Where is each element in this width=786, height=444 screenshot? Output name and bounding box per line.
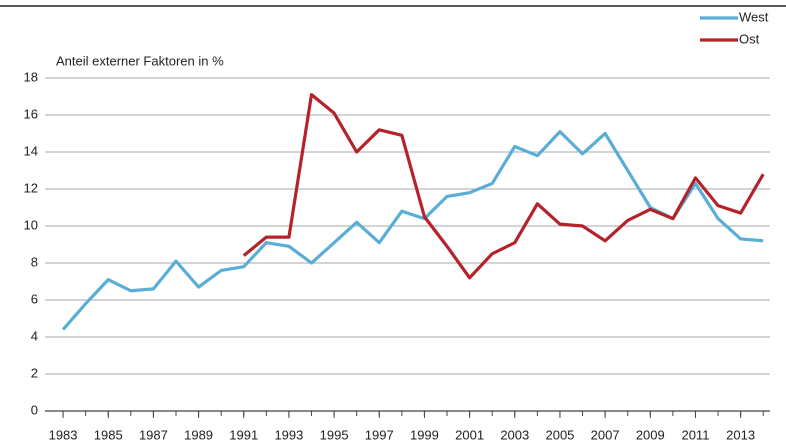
x-tick-label: 2009 [636, 427, 665, 442]
x-tick-label: 2011 [681, 427, 709, 442]
legend-label: Ost [739, 31, 760, 46]
series-line [242, 93, 765, 280]
x-tick-label: 2003 [500, 427, 529, 442]
x-tick-label: 1987 [139, 427, 168, 442]
x-tick-label: 1983 [49, 427, 78, 442]
series-line [61, 130, 764, 331]
y-tick-label: 16 [24, 106, 38, 121]
x-tick-label: 1997 [365, 427, 394, 442]
y-tick-label: 4 [31, 328, 38, 343]
y-tick-label: 8 [31, 254, 38, 269]
x-tick-label: 2005 [545, 427, 574, 442]
y-tick-label: 6 [31, 291, 38, 306]
x-tick-label: 2001 [455, 427, 484, 442]
x-tick-label: 1985 [94, 427, 123, 442]
x-tick-label: 2013 [726, 427, 755, 442]
x-tick-label: 1995 [320, 427, 349, 442]
y-tick-label: 2 [31, 365, 38, 380]
y-tick-label: 10 [24, 217, 38, 232]
x-tick-label: 1993 [274, 427, 303, 442]
y-tick-label: 0 [31, 402, 38, 417]
y-tick-label: 12 [24, 180, 38, 195]
x-tick-label: 1999 [410, 427, 439, 442]
legend-label: West [739, 9, 769, 24]
y-tick-label: 14 [24, 143, 38, 158]
x-tick-label: 2007 [591, 427, 620, 442]
y-tick-label: 18 [24, 69, 38, 84]
x-tick-label: 1991 [229, 427, 258, 442]
y-axis-label: Anteil externer Faktoren in % [56, 53, 224, 68]
x-tick-label: 1989 [184, 427, 213, 442]
